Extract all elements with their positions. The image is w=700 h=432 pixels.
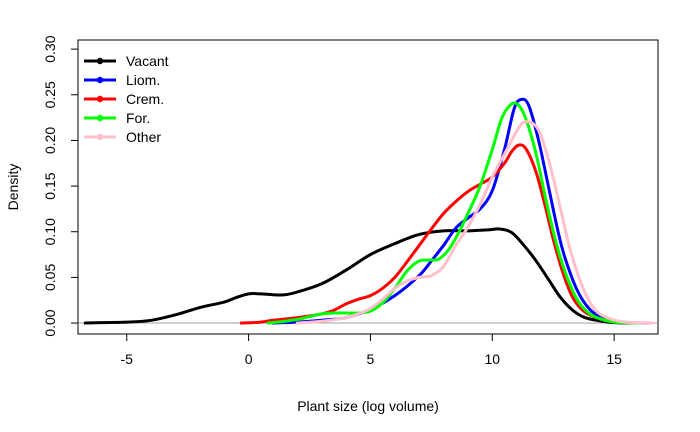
- series-layer: [83, 97, 655, 325]
- legend-marker-vacant: [96, 57, 104, 65]
- series-line-crem: [239, 143, 640, 325]
- series-line-other: [295, 120, 655, 325]
- y-axis-title: Density: [5, 164, 21, 211]
- legend-marker-other: [96, 133, 104, 141]
- legend-label-vacant: Vacant: [126, 53, 169, 69]
- x-axis-title: Plant size (log volume): [297, 398, 439, 414]
- legend-marker-crem: [96, 95, 104, 103]
- legend-marker-liom: [96, 76, 104, 84]
- x-tick-label: 15: [606, 351, 622, 367]
- x-tick-label: 10: [484, 351, 500, 367]
- x-tick-label: 0: [245, 351, 253, 367]
- y-tick-label: 0.15: [42, 172, 58, 199]
- legend-label-liom: Liom.: [126, 72, 160, 88]
- y-tick-label: 0.30: [42, 35, 58, 62]
- y-tick-label: 0.00: [42, 309, 58, 336]
- y-tick-label: 0.05: [42, 264, 58, 291]
- series-line-for: [266, 101, 640, 325]
- legend-label-other: Other: [126, 129, 161, 145]
- y-tick-label: 0.10: [42, 218, 58, 245]
- legend-label-for: For.: [126, 110, 150, 126]
- series-line-vacant: [83, 227, 633, 325]
- legend: Vacant Liom. Crem. For. Other: [84, 53, 169, 145]
- legend-marker-for: [96, 114, 104, 122]
- x-axis: -5 0 5 10 15: [121, 333, 622, 367]
- y-tick-label: 0.20: [42, 127, 58, 154]
- y-tick-label: 0.25: [42, 81, 58, 108]
- x-tick-label: 5: [367, 351, 375, 367]
- legend-label-crem: Crem.: [126, 91, 164, 107]
- y-axis: 0.00 0.05 0.10 0.15 0.20 0.25 0.30: [42, 35, 79, 337]
- x-tick-label: -5: [121, 351, 134, 367]
